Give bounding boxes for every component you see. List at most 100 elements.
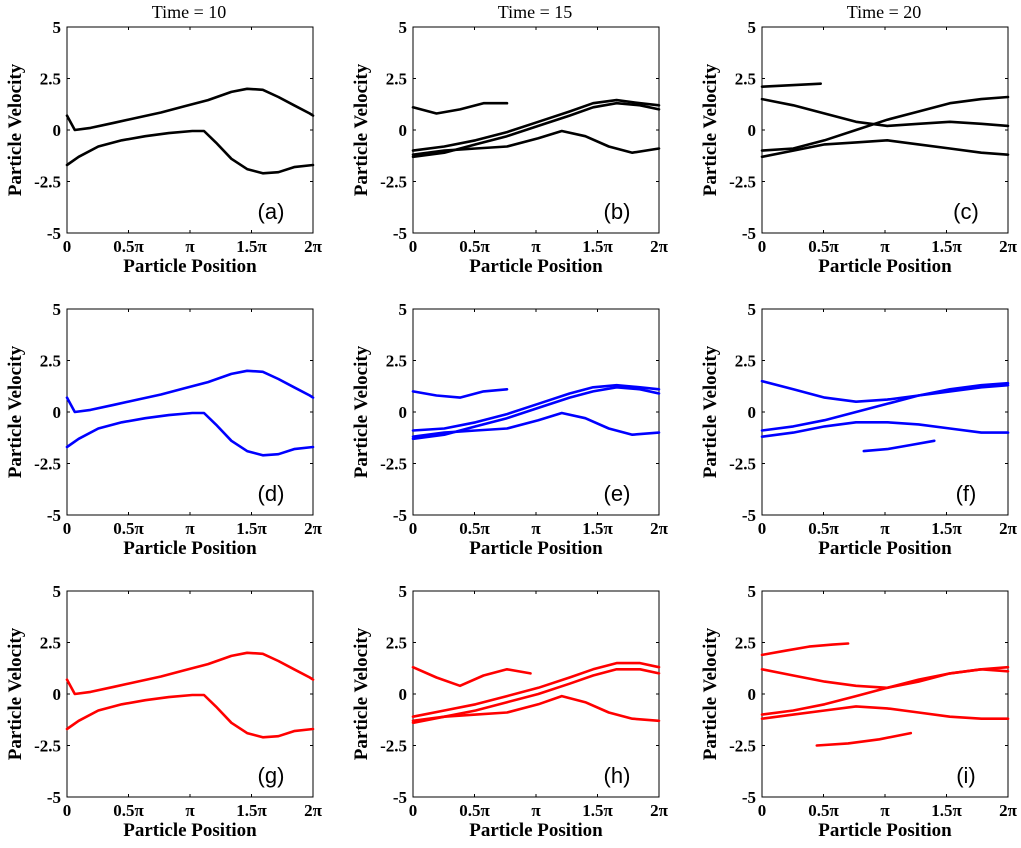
y-axis-label: Particle Velocity: [351, 345, 372, 478]
x-axis-label: Particle Position: [469, 256, 603, 277]
x-tick-label: 0: [409, 237, 418, 256]
series-line-1: [760, 97, 1010, 128]
x-tick-label: 2π: [650, 519, 669, 538]
x-tick-label: π: [880, 801, 890, 820]
y-tick-label: 5: [748, 582, 757, 601]
series-line-4: [411, 694, 661, 723]
y-tick-label: -2.5: [34, 455, 61, 474]
y-tick-label: 5: [53, 582, 62, 601]
y-tick-label: -5: [393, 224, 407, 243]
x-tick-label: 0.5π: [808, 801, 839, 820]
x-tick-label: 2π: [999, 237, 1018, 256]
series-line-4: [760, 705, 1010, 721]
x-axis-label: Particle Position: [469, 538, 603, 559]
y-axis-label: Particle Velocity: [5, 345, 26, 478]
panel-label: (f): [956, 481, 977, 506]
y-tick-label: -5: [742, 788, 756, 807]
y-tick-label: 5: [399, 18, 408, 37]
series-line-4: [411, 129, 661, 156]
series-line-3: [760, 420, 1010, 439]
y-tick-label: -5: [742, 506, 756, 525]
y-tick-label: -2.5: [34, 173, 61, 192]
x-tick-label: 1.5π: [931, 519, 962, 538]
y-tick-label: 5: [399, 582, 408, 601]
y-tick-label: 5: [748, 18, 757, 37]
series-line-1: [65, 651, 315, 696]
x-tick-label: π: [531, 237, 541, 256]
x-tick-label: 0: [63, 801, 72, 820]
x-tick-label: 1.5π: [582, 237, 613, 256]
x-tick-label: 0: [63, 519, 72, 538]
y-tick-label: -5: [47, 788, 61, 807]
x-tick-label: π: [185, 801, 195, 820]
y-tick-label: 2.5: [735, 634, 756, 653]
series-line-4: [760, 82, 823, 88]
y-axis-label: Particle Velocity: [5, 627, 26, 760]
x-axis-label: Particle Position: [818, 820, 952, 841]
y-tick-label: 2.5: [386, 70, 407, 89]
y-tick-label: -5: [47, 224, 61, 243]
panel-label: (c): [953, 199, 979, 224]
x-tick-label: 2π: [304, 237, 323, 256]
series-line-2: [65, 693, 315, 739]
y-tick-label: -5: [742, 224, 756, 243]
x-tick-label: 0.5π: [113, 237, 144, 256]
panel-label: (d): [258, 481, 285, 506]
y-tick-label: -2.5: [729, 455, 756, 474]
y-tick-label: 0: [748, 403, 757, 422]
column-title-3: Time = 20: [847, 2, 922, 22]
y-tick-label: 0: [399, 685, 408, 704]
series-line-2: [760, 95, 1010, 152]
x-tick-label: 0.5π: [113, 801, 144, 820]
series-line-1: [65, 87, 315, 132]
x-tick-label: 1.5π: [236, 801, 267, 820]
x-tick-label: 0: [63, 237, 72, 256]
series-line-2: [411, 98, 661, 152]
panel-label: (i): [956, 763, 976, 788]
y-tick-label: 2.5: [40, 634, 61, 653]
panel-label: (h): [604, 763, 631, 788]
x-tick-label: 0.5π: [808, 519, 839, 538]
y-tick-label: 2.5: [735, 70, 756, 89]
x-tick-label: π: [185, 519, 195, 538]
y-tick-label: 5: [53, 300, 62, 319]
x-tick-label: 0: [758, 519, 767, 538]
y-tick-label: 2.5: [40, 70, 61, 89]
y-axis-label: Particle Velocity: [351, 627, 372, 760]
x-tick-label: π: [531, 519, 541, 538]
y-tick-label: -2.5: [34, 737, 61, 756]
x-axis-label: Particle Position: [818, 538, 952, 559]
panel-label: (g): [258, 763, 285, 788]
y-tick-label: 2.5: [735, 352, 756, 371]
y-axis-label: Particle Velocity: [351, 63, 372, 196]
column-title-1: Time = 10: [152, 2, 227, 22]
x-tick-label: 1.5π: [582, 519, 613, 538]
x-tick-label: 0: [409, 801, 418, 820]
x-axis-label: Particle Position: [123, 256, 257, 277]
y-tick-label: 0: [53, 403, 62, 422]
series-line-1: [65, 369, 315, 414]
y-tick-label: -2.5: [380, 455, 407, 474]
series-line-3: [411, 667, 661, 725]
x-tick-label: π: [531, 801, 541, 820]
y-axis-label: Particle Velocity: [5, 63, 26, 196]
series-line-1: [411, 387, 509, 399]
y-axis-label: Particle Velocity: [700, 627, 721, 760]
x-tick-label: 0.5π: [808, 237, 839, 256]
series-line-2: [65, 411, 315, 457]
y-axis-label: Particle Velocity: [700, 345, 721, 478]
series-line-1: [760, 642, 850, 657]
y-tick-label: 2.5: [386, 352, 407, 371]
y-tick-label: -2.5: [380, 173, 407, 192]
y-tick-label: -2.5: [729, 173, 756, 192]
y-tick-label: 5: [53, 18, 62, 37]
series-line-3: [760, 139, 1010, 159]
